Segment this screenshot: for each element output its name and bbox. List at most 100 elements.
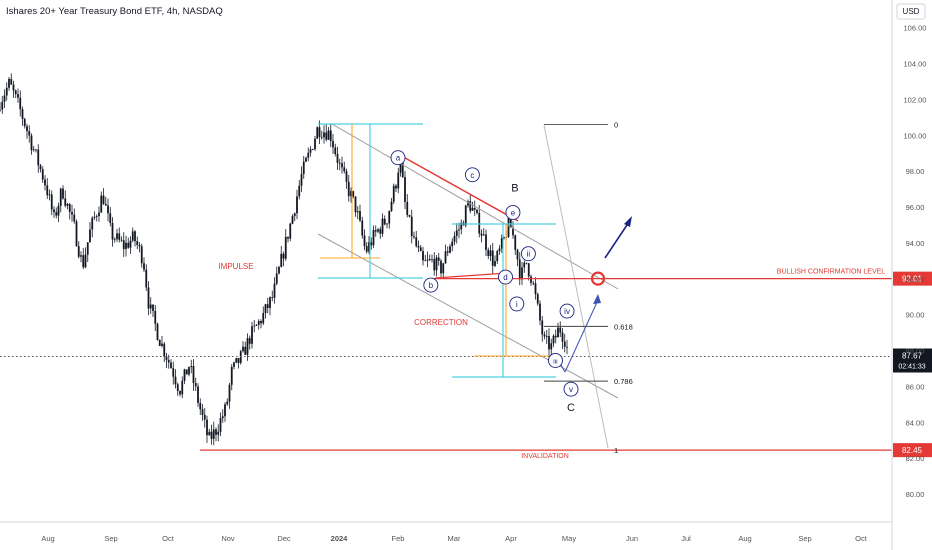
candle (548, 328, 550, 357)
candle-body (532, 282, 535, 284)
candle-body (534, 283, 537, 295)
candle-body (125, 242, 127, 250)
candle (181, 376, 184, 399)
candle-body (3, 95, 6, 102)
fib-level-label: 1 (614, 446, 618, 455)
candle-body (17, 94, 19, 98)
candle (496, 249, 499, 264)
candle (557, 322, 559, 338)
candle (255, 324, 258, 326)
time-tick-label: 2024 (331, 534, 349, 543)
candle (287, 236, 289, 243)
candle-body (354, 196, 357, 213)
candle (404, 171, 406, 210)
candle-body (136, 241, 139, 246)
candle (332, 134, 334, 154)
candle (442, 262, 445, 278)
candle-body (257, 321, 260, 325)
candle-body (548, 335, 550, 350)
candle (8, 76, 10, 91)
candle-body (271, 297, 274, 299)
candle-body (316, 127, 319, 139)
candle-body (359, 211, 361, 221)
candle (437, 252, 440, 266)
candle (129, 236, 132, 254)
candle-body (446, 251, 449, 253)
candle (82, 248, 85, 270)
candle (50, 190, 53, 216)
candle (413, 231, 415, 240)
currency-label[interactable]: USD (903, 7, 920, 16)
candle (113, 237, 116, 243)
candle (35, 148, 37, 153)
candle-body (44, 179, 46, 186)
candle-body (388, 211, 391, 224)
candle-body (287, 236, 289, 239)
candle (95, 214, 98, 222)
candle (39, 164, 42, 173)
wave-label-iv: iv (564, 307, 570, 316)
candle-body (278, 266, 280, 274)
fib-level-label: 0 (614, 121, 618, 130)
price-tick-label: 94.00 (906, 239, 925, 248)
candle-body (518, 259, 521, 280)
candle (428, 254, 431, 262)
candle (19, 90, 22, 117)
candle-body (343, 167, 346, 172)
candle-body (482, 234, 485, 236)
candle-body (496, 251, 499, 262)
candle-body (419, 247, 422, 252)
candle-body (0, 109, 1, 111)
candle-body (453, 235, 456, 242)
candle-body (293, 213, 296, 217)
time-tick-label: Feb (392, 534, 405, 543)
candle (390, 198, 393, 212)
candle-body (131, 231, 134, 241)
candle-body (487, 249, 490, 256)
candle (368, 236, 370, 255)
candle-body (338, 162, 341, 164)
price-tick-label: 90.00 (906, 311, 925, 320)
candle-body (264, 304, 267, 314)
candle (347, 174, 350, 202)
wave-label-e: e (511, 208, 516, 217)
candle (309, 146, 312, 157)
candle (84, 247, 87, 269)
candle (91, 216, 94, 238)
candle-body (383, 218, 386, 225)
candle (233, 361, 235, 370)
candle-body (433, 259, 436, 271)
candle-body (181, 380, 184, 395)
candle-body (154, 310, 157, 324)
candle-body (557, 327, 559, 338)
candle (305, 156, 307, 163)
candle (66, 202, 69, 210)
candle-body (129, 240, 132, 248)
candle (109, 207, 112, 227)
candle-body (368, 242, 370, 252)
candle-body (298, 185, 301, 197)
candle-body (431, 259, 433, 260)
candle-body (46, 185, 49, 196)
wave-label-circle (563, 381, 579, 397)
candle (350, 187, 352, 203)
candle-body (188, 367, 190, 375)
candle (154, 305, 157, 332)
candle-body (424, 260, 427, 262)
candle (118, 227, 121, 243)
candle (329, 124, 332, 148)
price-tick-label: 92.00 (906, 275, 925, 284)
candle-body (138, 245, 141, 247)
candle-body (185, 369, 188, 375)
wave-label-circle (505, 204, 521, 220)
candle-body (545, 335, 548, 337)
wave-label-circle (509, 296, 525, 312)
candle-body (221, 416, 224, 419)
candle-body (413, 236, 415, 238)
wave-label-d: d (503, 273, 507, 282)
candle-body (68, 204, 71, 212)
candle-body (255, 324, 258, 326)
candle-body (345, 171, 348, 182)
currency-box[interactable] (896, 3, 926, 20)
